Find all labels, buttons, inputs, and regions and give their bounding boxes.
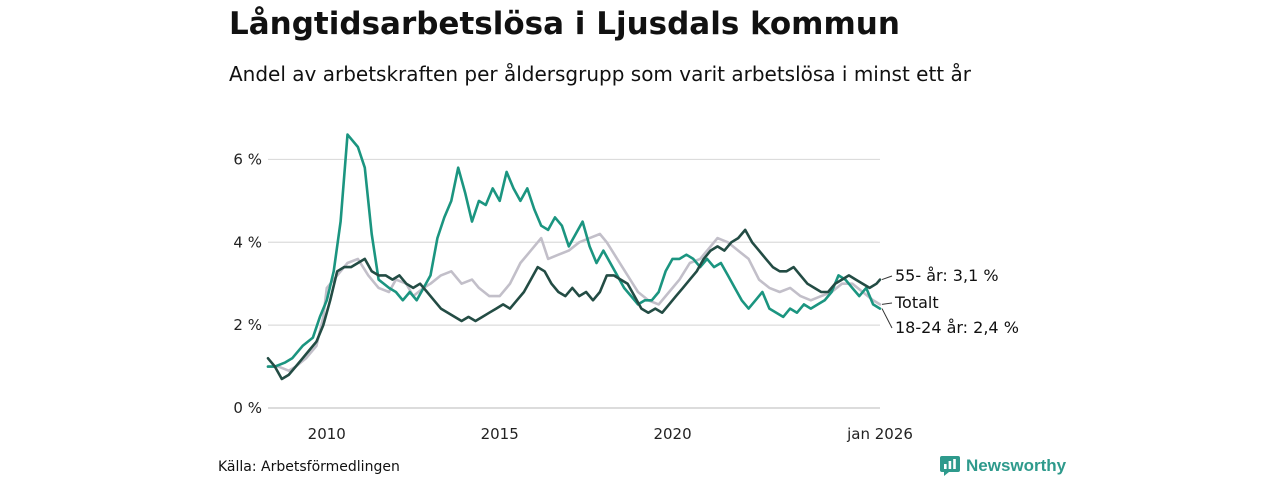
x-tick-label: 2020 — [653, 425, 691, 443]
brand-name: Newsworthy — [966, 456, 1067, 475]
end-label-leader — [881, 308, 893, 329]
end-label: 18-24 år: 2,4 % — [895, 318, 1019, 337]
series-line-0 — [266, 232, 882, 372]
y-tick-label: 6 % — [233, 150, 262, 168]
y-tick-label: 2 % — [233, 316, 262, 334]
line-chart: 0 % 2 % 4 % 6 % 2010 2015 2020 jan 2026 55- år… — [233, 133, 1019, 443]
x-tick-label: 2015 — [481, 425, 519, 443]
y-tick-label: 4 % — [233, 233, 262, 251]
chart-subtitle: Andel av arbetskraften per åldersgrupp s… — [229, 62, 971, 86]
end-label-leader — [881, 302, 893, 305]
x-tick-label: 2010 — [308, 425, 346, 443]
source-note: Källa: Arbetsförmedlingen — [218, 459, 400, 475]
series-line-1 — [266, 133, 882, 368]
end-label-leader — [881, 275, 893, 281]
end-label: Totalt — [894, 293, 939, 312]
y-axis-ticks: 0 % 2 % 4 % 6 % — [233, 150, 262, 417]
newsworthy-logo-icon — [940, 456, 960, 476]
end-label: 55- år: 3,1 % — [895, 266, 999, 285]
gridlines — [268, 158, 880, 409]
brand-logo[interactable]: Newsworthy — [940, 456, 1066, 476]
series-lines — [266, 133, 882, 381]
x-tick-label: jan 2026 — [846, 425, 913, 443]
y-tick-label: 0 % — [233, 399, 262, 417]
x-axis-ticks: 2010 2015 2020 jan 2026 — [308, 425, 913, 443]
chart-title: Långtidsarbetslösa i Ljusdals kommun — [229, 6, 900, 42]
series-end-labels: 55- år: 3,1 % Totalt 18-24 år: 2,4 % — [881, 266, 1019, 337]
series-line-2 — [266, 228, 882, 381]
